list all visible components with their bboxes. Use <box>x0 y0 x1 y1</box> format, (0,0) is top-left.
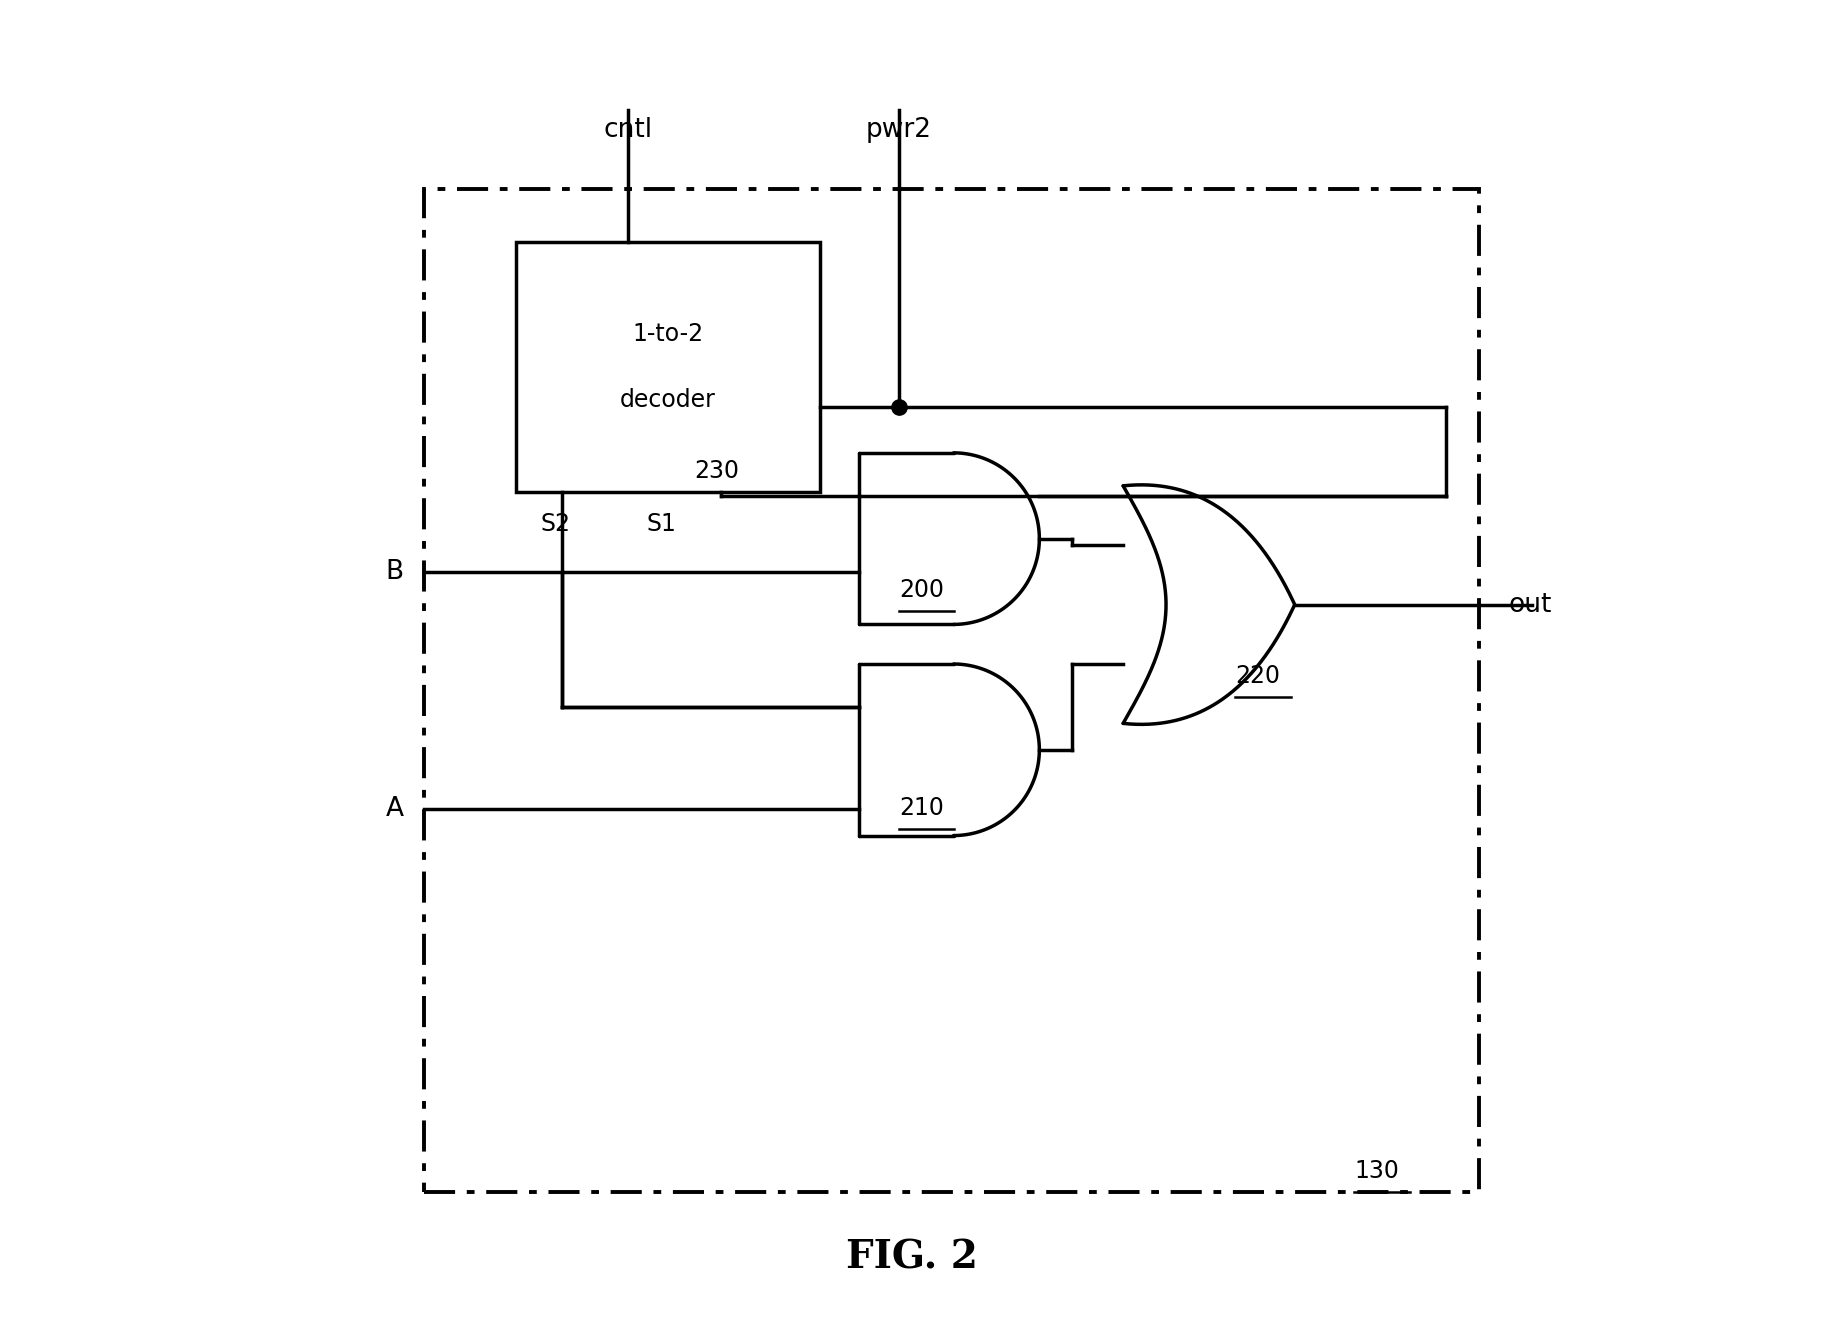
Text: 210: 210 <box>899 795 942 819</box>
Text: 200: 200 <box>899 578 942 602</box>
Text: cntl: cntl <box>603 117 653 142</box>
Text: decoder: decoder <box>620 388 715 412</box>
Text: B: B <box>386 559 403 584</box>
Text: pwr2: pwr2 <box>866 117 932 142</box>
Text: A: A <box>386 797 403 822</box>
Text: 130: 130 <box>1353 1159 1398 1183</box>
Bar <box>423 189 1478 1191</box>
Text: S1: S1 <box>645 513 676 537</box>
Text: 1-to-2: 1-to-2 <box>633 323 704 347</box>
Text: FIG. 2: FIG. 2 <box>846 1239 977 1276</box>
Bar <box>516 242 819 493</box>
Text: out: out <box>1508 591 1551 618</box>
Text: S2: S2 <box>540 513 571 537</box>
Text: 230: 230 <box>695 459 738 483</box>
Text: 220: 220 <box>1234 664 1280 688</box>
